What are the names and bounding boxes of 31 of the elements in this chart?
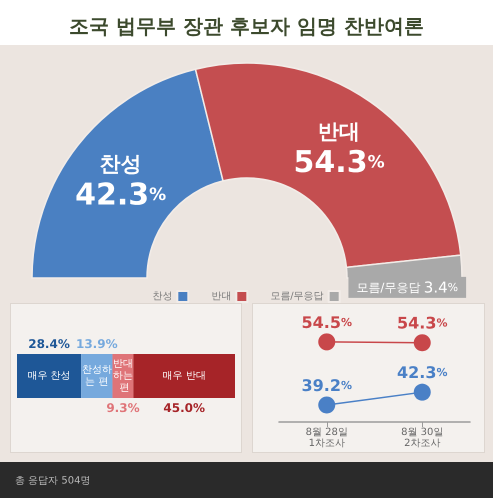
- x-tick-label: 8월 30일 2차조사: [401, 427, 444, 449]
- data-label: 45.0%: [163, 401, 206, 415]
- data-label: 54.5%: [301, 312, 352, 332]
- point: [318, 333, 336, 350]
- bar: [133, 354, 235, 398]
- chart-title: 조국 법무부 장관 후보자 임명 찬반여론: [69, 14, 424, 38]
- series-label: 매우 찬성: [27, 370, 71, 382]
- data-label: 28.4%: [28, 337, 70, 351]
- data-label: 54.3%: [396, 314, 448, 333]
- point: [414, 384, 431, 401]
- series-label: 반대하는 편: [112, 358, 133, 394]
- legend-label: 반대: [211, 291, 232, 302]
- legend-label: 모름/무응답: [270, 291, 324, 302]
- point: [414, 334, 431, 352]
- data-label: 9.3%: [106, 401, 140, 415]
- legend-label: 찬성: [152, 291, 172, 302]
- data-label: 3.4%: [424, 278, 458, 296]
- slice-label: 모름/무응답: [356, 280, 420, 294]
- data-label: 42.3%: [396, 363, 448, 382]
- series-label: 찬성하는 편: [82, 364, 112, 388]
- data-label: 13.9%: [76, 337, 118, 351]
- data-label: 42.3%: [75, 178, 166, 213]
- series-label: 매우 반대: [162, 370, 206, 382]
- text: 총 응답자 504명: [15, 476, 90, 486]
- point: [318, 396, 336, 414]
- slice-label: 반대: [318, 120, 360, 144]
- bar: [17, 354, 82, 398]
- data-label: 54.3%: [294, 145, 385, 180]
- data-label: 39.2%: [301, 376, 352, 395]
- slice-label: 찬성: [100, 152, 142, 176]
- x-tick-label: 8월 28일 1차조사: [306, 427, 348, 449]
